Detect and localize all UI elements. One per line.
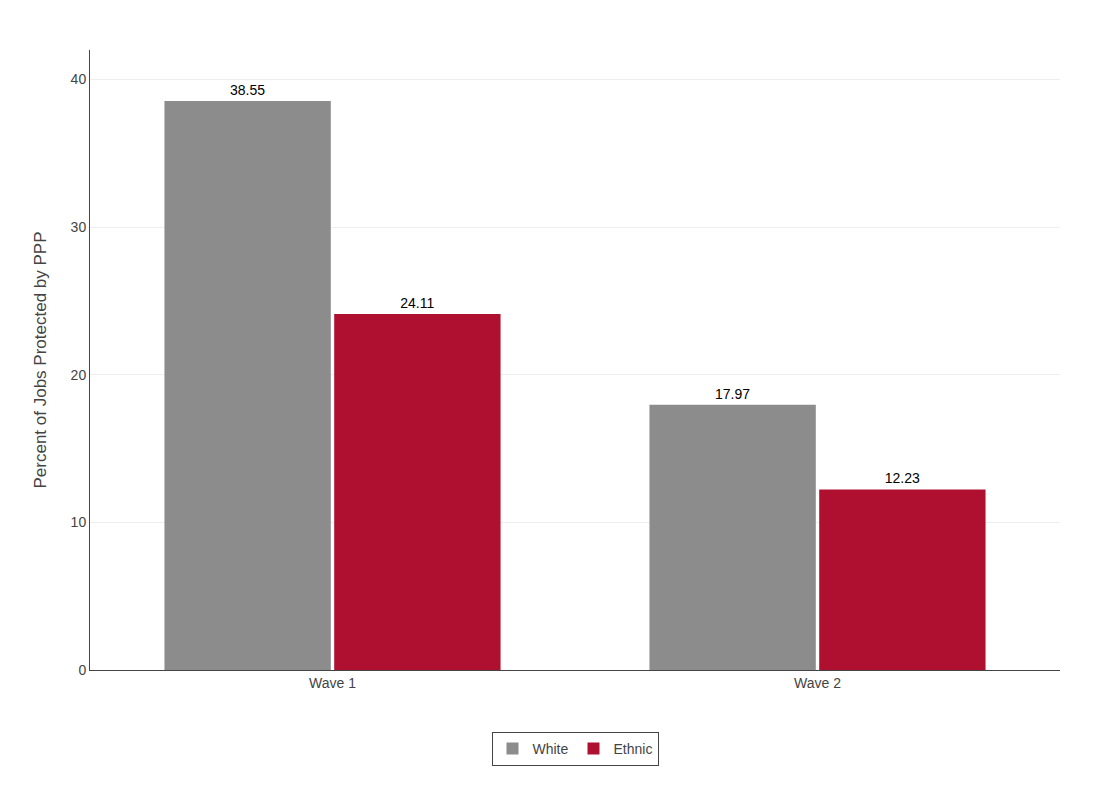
- svg-text:0: 0: [78, 662, 86, 678]
- svg-text:17.97: 17.97: [715, 386, 750, 402]
- svg-text:White: White: [533, 741, 569, 757]
- svg-text:24.11: 24.11: [400, 295, 434, 311]
- svg-text:12.23: 12.23: [885, 470, 920, 486]
- svg-text:Ethnic: Ethnic: [614, 741, 653, 757]
- svg-text:30: 30: [71, 219, 87, 235]
- svg-text:Wave 2: Wave 2: [794, 675, 841, 691]
- svg-text:40: 40: [71, 71, 87, 87]
- svg-text:10: 10: [71, 514, 87, 530]
- svg-text:38.55: 38.55: [230, 82, 265, 98]
- svg-text:Wave 1: Wave 1: [309, 675, 356, 691]
- svg-text:20: 20: [71, 367, 87, 383]
- svg-text:Percent of Jobs Protected by P: Percent of Jobs Protected by PPP: [31, 231, 50, 488]
